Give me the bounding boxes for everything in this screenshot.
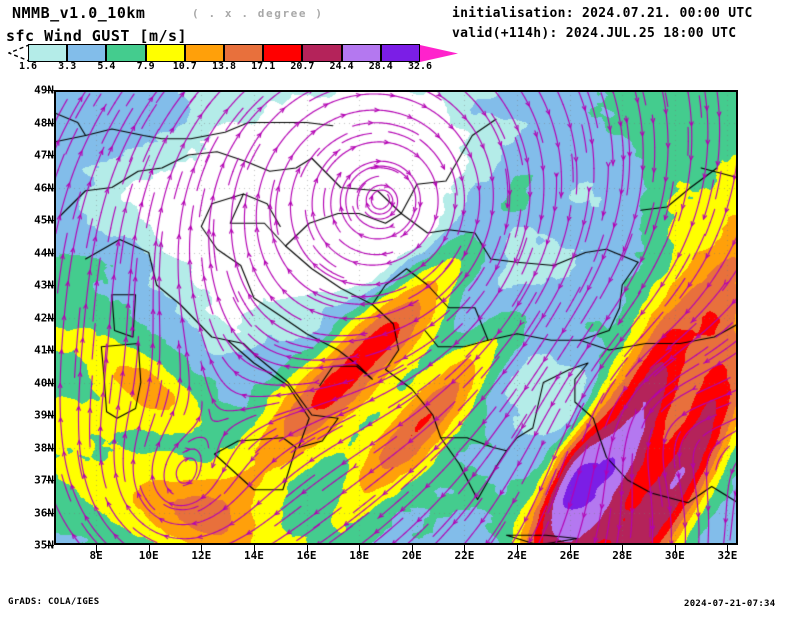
colorbar-over-arrow <box>420 45 458 62</box>
latitude-tick-mark <box>46 90 54 91</box>
longitude-tick-label: 30E <box>664 549 685 562</box>
colorbar-segment <box>380 44 420 62</box>
longitude-tick-mark <box>359 545 361 553</box>
longitude-tick-label: 10E <box>138 549 159 562</box>
colorbar-segment <box>145 44 185 62</box>
latitude-tick-label: 46N <box>34 181 54 194</box>
longitude-tick-mark <box>569 545 571 553</box>
initialisation-time: initialisation: 2024.07.21. 00:00 UTC <box>452 6 753 21</box>
longitude-tick-label: 28E <box>612 549 633 562</box>
colorbar-tick-label: 24.4 <box>329 61 354 72</box>
longitude-tick-label: 24E <box>507 549 527 562</box>
latitude-tick-mark <box>46 220 54 221</box>
longitude-tick-mark <box>727 545 729 553</box>
latitude-tick-label: 36N <box>34 506 54 519</box>
valid-time: valid(+114h): 2024.JUL.25 18:00 UTC <box>452 26 737 41</box>
latitude-tick-mark <box>46 350 54 351</box>
latitude-tick-label: 47N <box>34 148 54 162</box>
latitude-tick-label: 39N <box>34 408 54 422</box>
colorbar: 1.6 3.3 5.4 7.9 10.7 13.8 17.1 20.7 24.4 28.4 32.6 <box>0 44 470 76</box>
longitude-tick-mark <box>306 545 308 553</box>
latitude-tick-label: 40N <box>34 376 54 389</box>
colorbar-tick-label: 28.4 <box>368 61 393 72</box>
weather-map-plot[interactable] <box>54 90 738 545</box>
longitude-tick-label: 8E <box>89 549 103 562</box>
latitude-tick-mark <box>46 447 54 449</box>
latitude-tick-label: 45N <box>34 213 54 227</box>
colorbar-segment <box>341 44 381 62</box>
colorbar-segment <box>263 44 303 62</box>
latitude-tick-mark <box>46 545 54 546</box>
longitude-tick-label: 16E <box>296 549 317 562</box>
longitude-tick-label: 32E <box>717 549 738 562</box>
streamline-overlay <box>54 90 738 545</box>
longitude-tick-mark <box>674 545 676 553</box>
colorbar-segment <box>28 44 68 62</box>
latitude-tick-label: 49N <box>34 83 54 97</box>
latitude-tick-label: 38N <box>34 441 54 454</box>
latitude-tick-mark <box>46 415 54 416</box>
render-timestamp: 2024-07-21-07:34 <box>684 599 776 609</box>
latitude-tick-mark <box>46 187 54 189</box>
longitude-tick-mark <box>253 545 255 553</box>
latitude-tick-label: 35N <box>34 538 54 552</box>
colorbar-under-arrow <box>8 44 30 62</box>
latitude-tick-mark <box>46 512 54 514</box>
colorbar-tick-label: 17.1 <box>251 61 276 72</box>
latitude-tick-mark <box>46 155 54 156</box>
colorbar-tick-label: 20.7 <box>290 61 315 72</box>
longitude-tick-label: 26E <box>559 549 580 562</box>
latitude-tick-label: 48N <box>34 116 54 129</box>
latitude-tick-label: 43N <box>34 278 54 292</box>
latitude-tick-label: 41N <box>34 343 54 357</box>
colorbar-tick-label: 10.7 <box>172 61 197 72</box>
longitude-tick-mark <box>411 545 413 553</box>
latitude-tick-mark <box>46 480 54 481</box>
longitude-tick-mark <box>622 545 624 553</box>
latitude-tick-mark <box>46 122 54 124</box>
longitude-tick-mark <box>517 545 518 553</box>
colorbar-segment <box>224 44 264 62</box>
latitude-tick-mark <box>46 382 54 384</box>
longitude-tick-mark <box>201 545 203 553</box>
colorbar-segment <box>302 44 342 62</box>
longitude-tick-label: 12E <box>191 549 212 562</box>
grads-credit: GrADS: COLA/IGES <box>8 597 100 607</box>
latitude-tick-mark <box>46 252 54 254</box>
longitude-tick-label: 20E <box>401 549 422 562</box>
latitude-tick-label: 42N <box>34 311 54 324</box>
colorbar-tick-label: 7.9 <box>136 61 155 72</box>
longitude-tick-label: 18E <box>349 549 370 562</box>
latitude-tick-mark <box>46 285 54 286</box>
colorbar-tick-label: 32.6 <box>407 61 433 72</box>
longitude-tick-mark <box>464 545 466 553</box>
latitude-tick-label: 37N <box>34 473 54 487</box>
latitude-tick-label: 44N <box>34 246 54 259</box>
colorbar-tick-label: 13.8 <box>211 61 237 72</box>
longitude-tick-label: 14E <box>244 549 264 562</box>
latitude-tick-mark <box>46 317 54 319</box>
colorbar-tick-label: 1.6 <box>18 61 38 72</box>
colorbar-segment <box>106 44 146 62</box>
model-title: NMMB_v1.0_10km <box>12 4 146 22</box>
variable-label: sfc Wind GUST [m/s] <box>6 27 188 45</box>
longitude-tick-mark <box>96 545 98 553</box>
colorbar-tick-label: 3.3 <box>58 61 77 72</box>
resolution-note: ( . x . degree ) <box>192 7 324 20</box>
longitude-tick-label: 22E <box>454 549 475 562</box>
colorbar-segment <box>67 44 107 62</box>
longitude-tick-mark <box>148 545 150 553</box>
colorbar-segment <box>184 44 224 62</box>
colorbar-tick-label: 5.4 <box>97 61 116 72</box>
